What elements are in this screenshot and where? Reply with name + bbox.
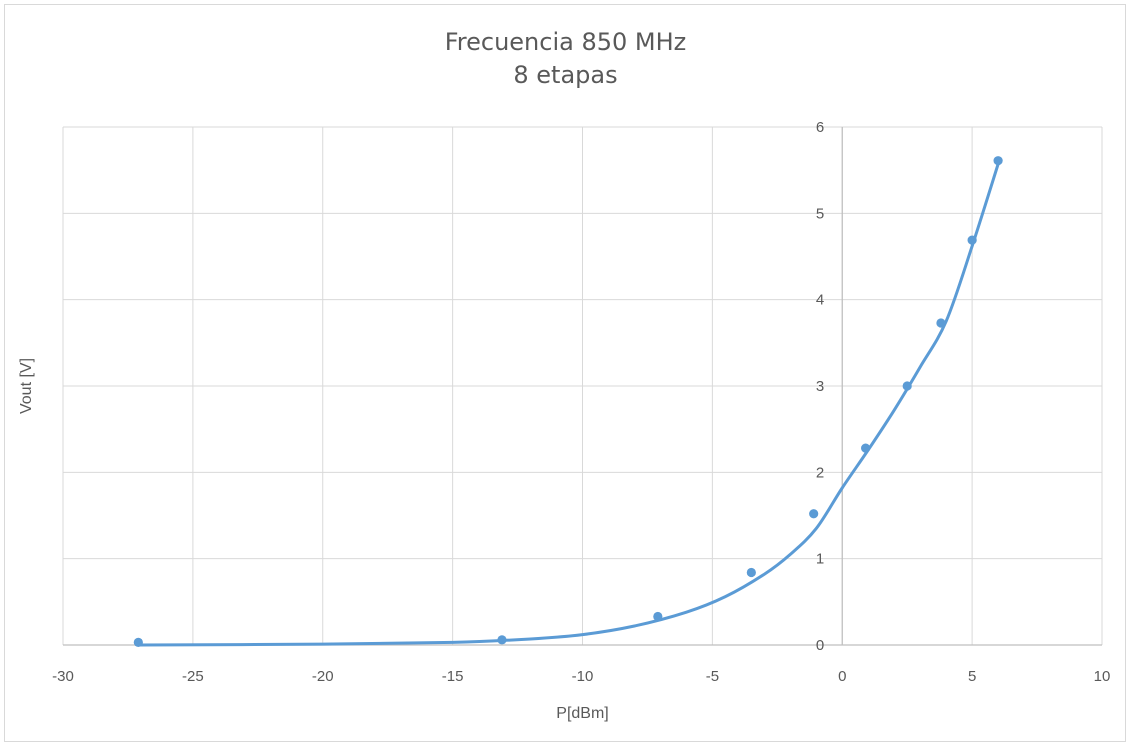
data-point <box>653 611 663 622</box>
data-point <box>936 318 946 328</box>
y-axis-title: Vout [V] <box>18 358 35 414</box>
data-point <box>809 509 819 519</box>
data-point <box>497 635 507 645</box>
data-point <box>967 235 977 245</box>
x-tick-label: -30 <box>52 668 74 685</box>
data-point <box>746 567 756 578</box>
y-tick-label: 1 <box>816 551 824 568</box>
data-point <box>133 637 143 648</box>
x-tick-label: 0 <box>838 668 846 685</box>
y-tick-label: 2 <box>816 464 824 481</box>
x-tick-label: -15 <box>442 668 464 685</box>
chart-title: Frecuencia 850 MHz 8 etapas <box>0 26 1131 92</box>
y-tick-label: 4 <box>816 292 824 309</box>
chart-title-line-1: Frecuencia 850 MHz <box>444 28 687 56</box>
x-tick-label: -5 <box>706 668 719 685</box>
y-tick-label: 5 <box>816 205 824 222</box>
x-tick-label: -10 <box>572 668 594 685</box>
data-point <box>861 443 871 453</box>
data-point <box>993 156 1003 166</box>
data-point <box>902 381 912 391</box>
x-tick-label: -20 <box>312 668 334 685</box>
x-tick-label: 10 <box>1094 668 1111 685</box>
x-tick-label: 5 <box>968 668 976 685</box>
y-tick-label: 6 <box>816 119 824 136</box>
y-tick-label: 3 <box>816 378 824 395</box>
chart-title-line-2: 8 etapas <box>513 61 618 89</box>
x-tick-label: -25 <box>182 668 204 685</box>
x-axis-title: P[dBm] <box>556 705 608 722</box>
y-tick-label: 0 <box>816 637 824 654</box>
trend-line <box>136 162 1000 647</box>
